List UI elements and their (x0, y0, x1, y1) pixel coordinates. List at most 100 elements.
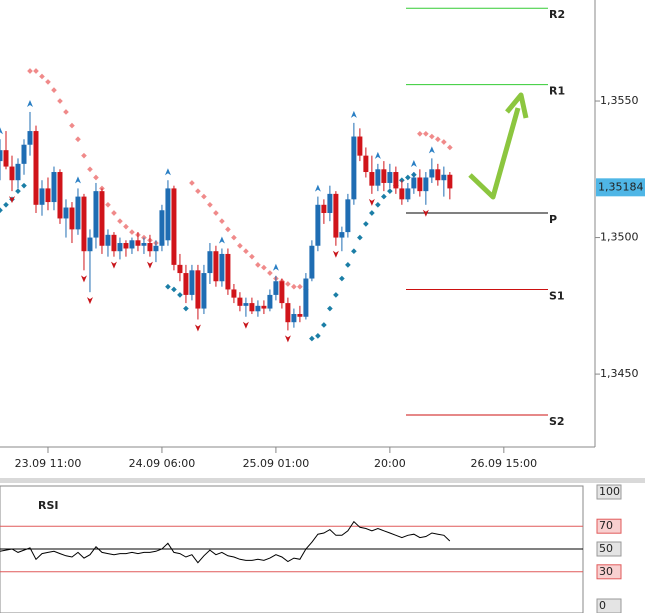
y-tick-label: 1,3500 (600, 231, 639, 244)
candle-body (105, 234, 111, 246)
sar-dot (363, 221, 369, 227)
pivot-label: R1 (549, 85, 565, 98)
fractal-up (374, 151, 381, 159)
rsi-tick-box (596, 564, 622, 580)
sar-dot (219, 218, 225, 225)
candle-body (261, 305, 267, 309)
candle-body (153, 245, 159, 252)
candle-body (81, 196, 87, 252)
fractal-up (350, 110, 357, 118)
sar-dot (21, 182, 27, 189)
rsi-line (0, 520, 451, 564)
sar-dot (339, 275, 345, 282)
candle-body (201, 273, 207, 309)
candle-body (297, 314, 303, 317)
rsi-tick-box (596, 541, 622, 557)
candle-body (435, 169, 441, 181)
sar-dot (423, 130, 429, 137)
candle-body (69, 207, 75, 230)
candle-body (405, 188, 411, 200)
sar-dot (285, 281, 291, 287)
candle-body (159, 210, 165, 246)
sar-dot (267, 270, 273, 276)
sar-dot (105, 201, 111, 208)
sar-dot (387, 188, 393, 194)
sar-dot (87, 166, 93, 173)
candle-body (351, 136, 357, 200)
rsi-tick-label: 100 (599, 485, 620, 498)
candle-body (345, 199, 351, 233)
fractal-up (218, 236, 225, 244)
sar-dot (327, 305, 333, 312)
candle-body (387, 172, 393, 183)
sar-dot (351, 248, 357, 255)
candle-body (165, 188, 171, 241)
sar-dot (369, 210, 375, 216)
sar-dot (381, 193, 387, 200)
sar-dot (261, 264, 267, 271)
pivot-label: R2 (549, 8, 565, 21)
candle-body (123, 243, 129, 249)
rsi-tick-label: 30 (599, 565, 613, 578)
fractal-up (0, 127, 3, 135)
candle-body (117, 243, 123, 252)
candle-body (429, 169, 435, 178)
sar-dot (255, 262, 261, 268)
candle-body (147, 243, 153, 252)
sar-dot (93, 174, 99, 181)
candle-body (309, 245, 315, 279)
fractal-up (74, 176, 81, 184)
sar-dot (297, 283, 303, 290)
candle-body (363, 155, 369, 173)
sar-dot (195, 188, 201, 194)
candle-body (219, 253, 225, 282)
candle-body (27, 131, 33, 145)
sar-dot (333, 292, 339, 298)
sar-dot (357, 234, 363, 241)
x-tick-label: 25.09 01:00 (243, 457, 310, 470)
sar-dot (441, 139, 447, 145)
sar-dot (183, 305, 189, 312)
sar-dot (117, 218, 123, 225)
rsi-tick-box (596, 598, 622, 613)
fractal-up (26, 99, 33, 107)
candle-body (171, 188, 177, 265)
candle-body (87, 237, 93, 252)
rsi-tick-label: 50 (599, 542, 613, 555)
candle-body (411, 177, 417, 189)
candle-body (141, 243, 147, 246)
sar-dot (429, 133, 435, 140)
pivot-label: S1 (549, 289, 565, 302)
candle-body (9, 166, 15, 181)
sar-dot (189, 180, 195, 186)
candle-body (213, 251, 219, 282)
sar-dot (207, 201, 213, 208)
candle-body (135, 240, 141, 246)
candle-body (225, 253, 231, 290)
candle-body (393, 172, 399, 189)
fractal-down (86, 297, 93, 305)
candle-body (441, 174, 447, 181)
candle-body (45, 188, 51, 203)
x-tick-label: 26.09 15:00 (470, 457, 537, 470)
sar-dot (309, 335, 315, 342)
candle-body (369, 172, 375, 186)
sar-dot (75, 136, 81, 143)
sar-dot (345, 262, 351, 268)
sar-dot (81, 152, 87, 159)
sar-dot (165, 283, 171, 290)
fractal-up (164, 168, 171, 176)
sar-dot (447, 144, 453, 151)
sar-dot (201, 193, 207, 200)
candle-body (63, 207, 69, 219)
fractal-up (272, 263, 279, 271)
pivot-label: S2 (549, 415, 565, 428)
sar-dot (417, 130, 423, 137)
candle-body (93, 191, 99, 238)
candle-body (75, 196, 81, 230)
fractal-down (8, 196, 15, 204)
candle-body (21, 144, 27, 164)
candle-body (267, 294, 273, 309)
fractal-down (194, 324, 201, 332)
candle-body (399, 188, 405, 200)
